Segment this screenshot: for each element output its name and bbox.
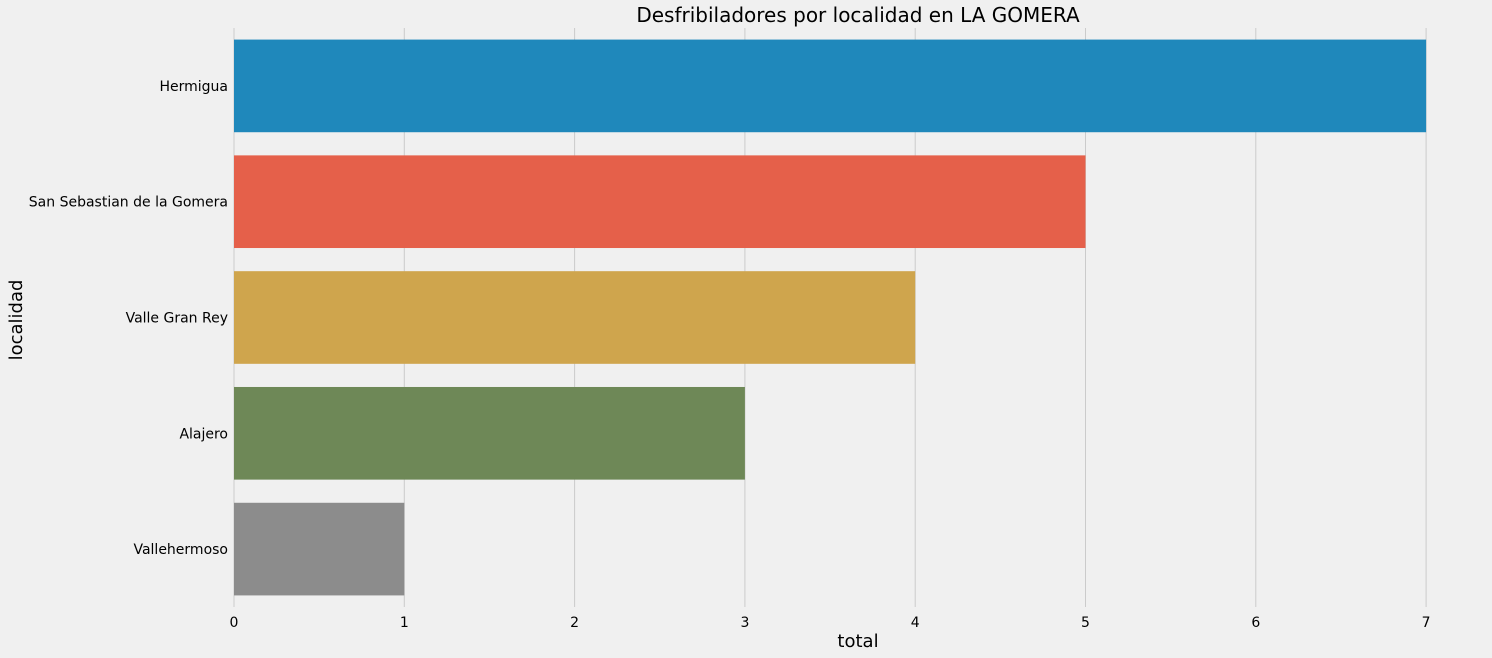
x-tick-label: 5 <box>1081 615 1090 631</box>
bar-hermigua <box>234 39 1427 133</box>
x-tick-label: 2 <box>570 615 579 631</box>
chart-title: Desfribiladores por localidad en LA GOME… <box>636 3 1080 27</box>
x-tick-label: 7 <box>1422 615 1431 631</box>
y-axis-label: localidad <box>6 280 27 361</box>
y-tick-labels: Hermigua San Sebastian de la Gomera Valle … <box>29 79 228 558</box>
x-tick-label: 0 <box>230 615 239 631</box>
bar-valle-gran-rey <box>234 271 916 364</box>
y-tick-label: San Sebastian de la Gomera <box>29 195 228 211</box>
x-tick-label: 4 <box>911 615 920 631</box>
bar-alajero <box>234 386 745 480</box>
y-tick-label: Alajero <box>179 426 228 442</box>
x-tick-label: 1 <box>400 615 409 631</box>
y-tick-label: Hermigua <box>159 79 228 95</box>
x-axis-label: total <box>837 631 878 652</box>
x-tick-label: 3 <box>740 615 749 631</box>
x-tick-label: 6 <box>1251 615 1260 631</box>
bars <box>234 39 1427 596</box>
y-tick-label: Vallehermoso <box>133 542 228 558</box>
x-tick-labels: 0 1 2 3 4 5 6 7 <box>230 615 1431 631</box>
bar-vallehermoso <box>234 502 405 596</box>
y-tick-label: Valle Gran Rey <box>126 311 228 327</box>
bar-san-sebastian-de-la-gomera <box>234 155 1086 249</box>
